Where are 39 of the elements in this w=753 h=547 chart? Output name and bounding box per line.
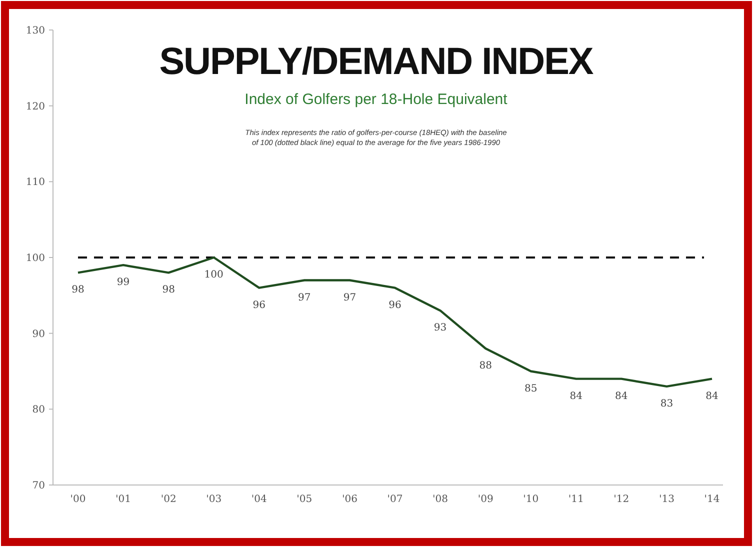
text: Index of Golfers per 18-Hole Equivalent (244, 91, 508, 108)
data-label: 84 (615, 390, 628, 402)
data-label: 84 (570, 390, 583, 402)
data-label: 85 (524, 383, 538, 394)
x-tick-label: '00 (70, 494, 86, 505)
data-label: 93 (434, 322, 447, 334)
x-tick-label: '04 (251, 494, 267, 505)
x-tick-label: '01 (116, 494, 132, 505)
x-tick-label: '11 (568, 494, 584, 505)
x-tick-label: '03 (206, 494, 222, 505)
y-tick-label: 100 (26, 253, 45, 264)
x-tick-label: '06 (342, 494, 358, 505)
data-label: 100 (204, 270, 224, 280)
x-tick-label: '13 (658, 494, 674, 505)
data-label: 88 (479, 360, 492, 372)
data-label: 84 (706, 390, 718, 402)
x-tick-label: '08 (432, 494, 448, 505)
x-tick-label: '14 (704, 494, 720, 505)
data-label: 97 (298, 292, 311, 304)
x-tick-label: '12 (614, 494, 630, 505)
data-label: 98 (162, 284, 175, 296)
chart-title: SUPPLY/DEMAND INDEX (159, 41, 594, 83)
data-label: 96 (252, 300, 266, 311)
x-tick-label: '09 (478, 494, 494, 505)
y-tick-label: 90 (32, 328, 45, 340)
y-tick-label: 80 (32, 404, 45, 416)
x-tick-label: '10 (523, 494, 539, 505)
data-label: 97 (343, 292, 356, 304)
data-label: 98 (72, 284, 84, 296)
y-tick-label: 110 (26, 177, 45, 188)
y-tick-label: 70 (32, 480, 45, 492)
data-label: 99 (116, 277, 130, 288)
x-tick-label: '07 (387, 494, 403, 505)
data-label: 96 (388, 300, 402, 311)
x-tick-label: '05 (296, 494, 312, 505)
x-tick-label: '02 (160, 494, 176, 505)
data-label: 83 (660, 398, 674, 410)
y-tick-label: 130 (26, 26, 45, 36)
y-tick-label: 120 (26, 101, 45, 112)
